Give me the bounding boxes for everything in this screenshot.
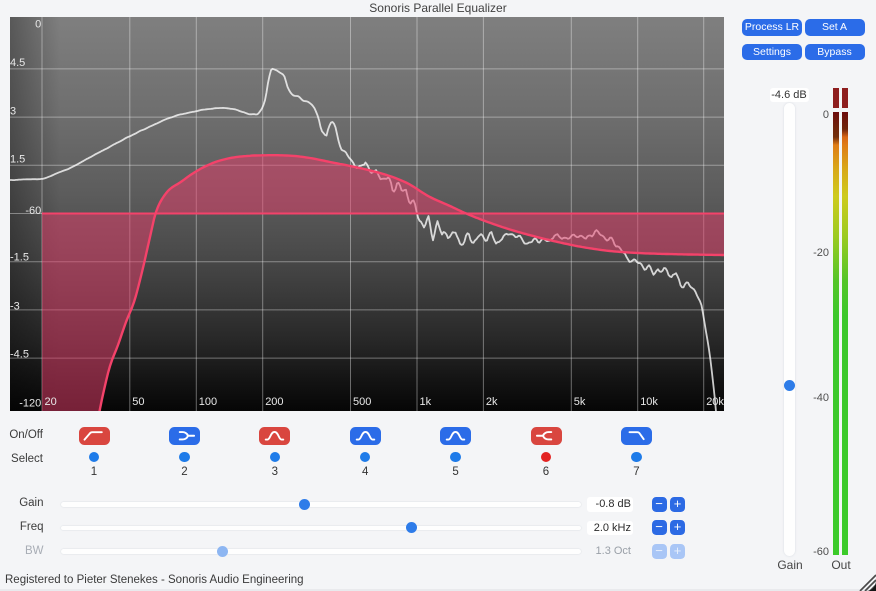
svg-text:500: 500 [353, 396, 371, 408]
svg-text:20k: 20k [706, 396, 724, 408]
svg-text:50: 50 [132, 396, 144, 408]
svg-text:10k: 10k [640, 396, 658, 408]
svg-text:3: 3 [10, 106, 16, 118]
svg-text:-3: -3 [10, 300, 20, 312]
svg-text:0: 0 [35, 19, 41, 31]
svg-text:1k: 1k [420, 396, 432, 408]
svg-text:20: 20 [45, 396, 57, 408]
svg-text:100: 100 [199, 396, 217, 408]
svg-text:5k: 5k [574, 396, 586, 408]
svg-text:200: 200 [265, 396, 283, 408]
svg-text:-4.5: -4.5 [10, 348, 29, 360]
svg-text:1.5: 1.5 [10, 154, 25, 166]
svg-text:-1.5: -1.5 [10, 252, 29, 264]
svg-text:4.5: 4.5 [10, 57, 25, 69]
svg-text:2k: 2k [486, 396, 498, 408]
svg-text:-60: -60 [25, 205, 41, 217]
svg-text:-120: -120 [19, 397, 41, 409]
